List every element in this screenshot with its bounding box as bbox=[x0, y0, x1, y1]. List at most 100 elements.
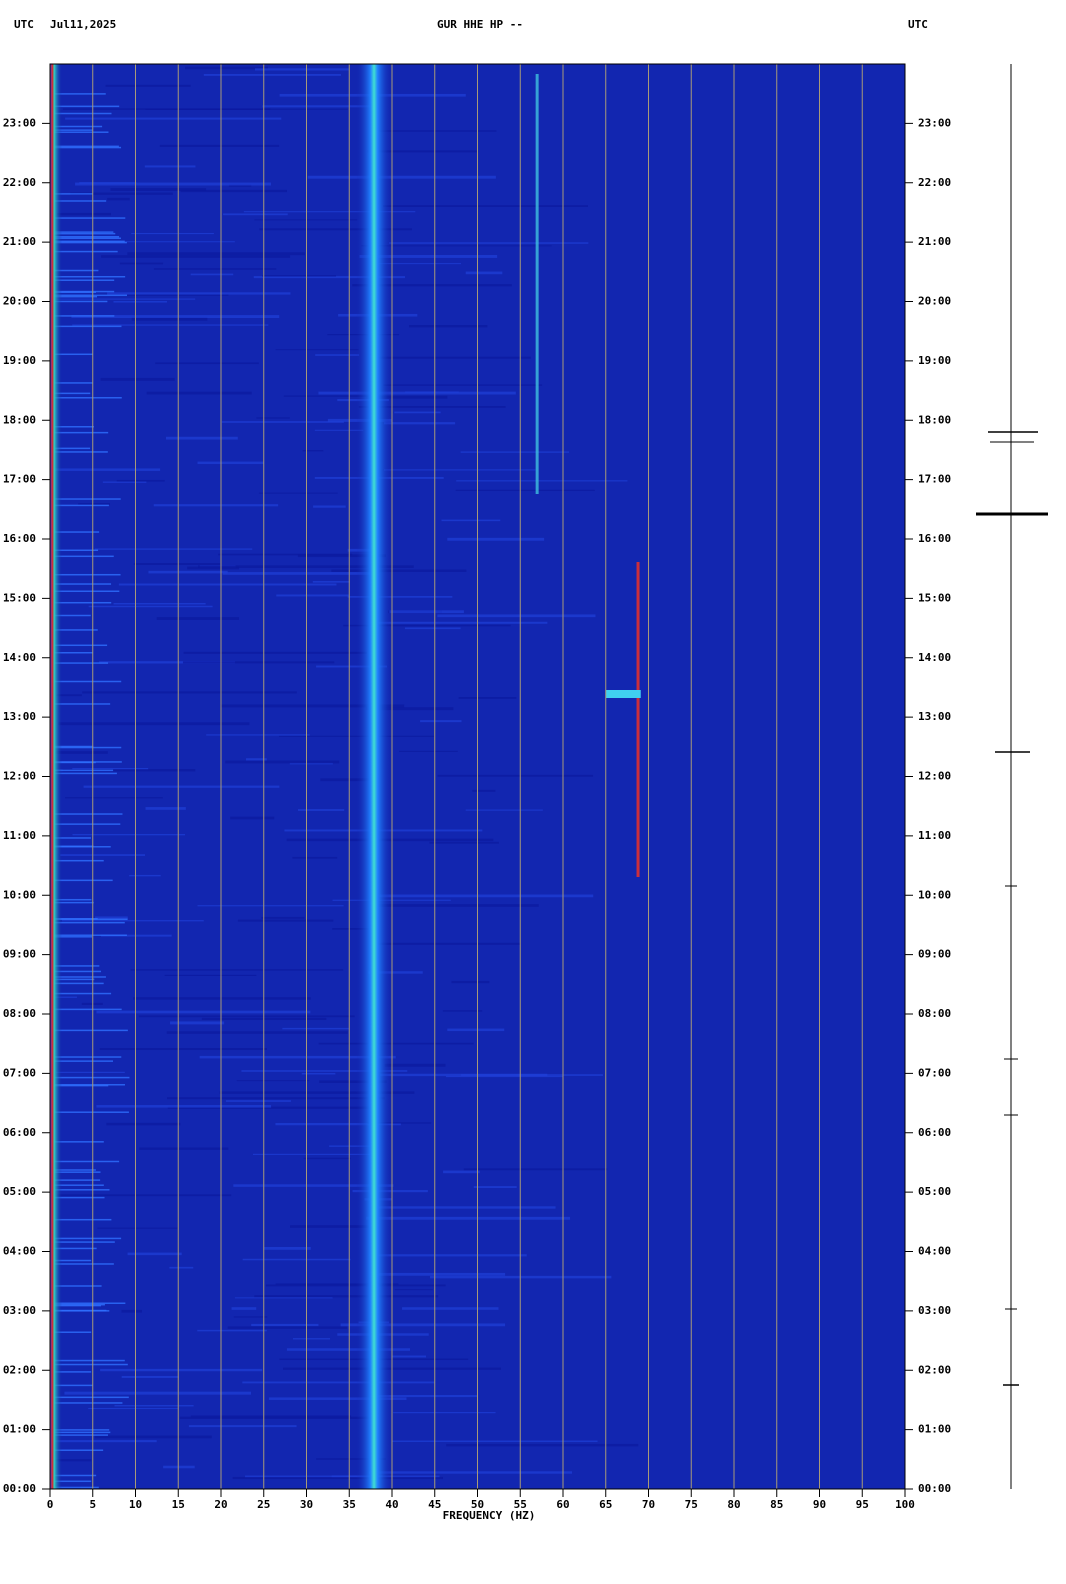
texture bbox=[50, 1141, 104, 1143]
texture bbox=[275, 1123, 401, 1126]
texture bbox=[50, 531, 100, 533]
texture bbox=[50, 1431, 111, 1434]
texture bbox=[252, 1153, 376, 1155]
texture bbox=[377, 904, 539, 907]
texture bbox=[429, 841, 499, 844]
texture bbox=[190, 273, 234, 276]
texture bbox=[392, 1355, 427, 1358]
texture bbox=[113, 602, 206, 605]
y-tick-label-left: 09:00 bbox=[3, 948, 36, 961]
texture bbox=[50, 298, 196, 300]
texture bbox=[437, 774, 594, 777]
texture bbox=[95, 916, 128, 920]
texture bbox=[105, 84, 191, 87]
texture bbox=[138, 1015, 355, 1018]
texture bbox=[50, 1196, 105, 1199]
texture bbox=[262, 105, 372, 108]
texture bbox=[50, 250, 118, 253]
texture bbox=[183, 651, 367, 654]
texture bbox=[188, 1425, 297, 1428]
texture bbox=[75, 182, 271, 186]
y-tick-label-left: 04:00 bbox=[3, 1245, 36, 1258]
texture bbox=[50, 193, 93, 195]
texture bbox=[384, 1063, 446, 1067]
timezone-left: UTC bbox=[14, 18, 34, 31]
texture bbox=[50, 1363, 128, 1366]
texture bbox=[50, 468, 161, 471]
texture bbox=[50, 217, 126, 219]
y-tick-label-left: 08:00 bbox=[3, 1007, 36, 1020]
texture bbox=[50, 1384, 93, 1387]
texture bbox=[114, 1405, 194, 1407]
texture bbox=[50, 290, 115, 293]
texture bbox=[367, 150, 479, 153]
texture bbox=[50, 1247, 97, 1250]
texture bbox=[167, 1106, 374, 1109]
texture bbox=[50, 237, 121, 240]
y-tick-label-left: 06:00 bbox=[3, 1126, 36, 1139]
y-tick-label-left: 02:00 bbox=[3, 1363, 36, 1376]
texture bbox=[50, 651, 93, 654]
texture bbox=[50, 936, 93, 938]
texture bbox=[258, 492, 338, 494]
texture bbox=[366, 1216, 571, 1220]
texture bbox=[222, 572, 375, 575]
y-tick-label-left: 22:00 bbox=[3, 176, 36, 189]
date: Jul11,2025 bbox=[50, 18, 116, 31]
texture bbox=[70, 192, 173, 195]
texture bbox=[275, 349, 359, 351]
texture bbox=[50, 680, 122, 683]
texture bbox=[343, 624, 511, 627]
texture bbox=[197, 905, 344, 907]
texture bbox=[50, 555, 114, 558]
texture bbox=[50, 1084, 125, 1086]
texture bbox=[50, 644, 108, 647]
texture bbox=[164, 974, 257, 976]
y-tick-label-left: 11:00 bbox=[3, 829, 36, 842]
texture bbox=[132, 997, 311, 1000]
texture bbox=[437, 614, 596, 618]
texture bbox=[166, 1031, 348, 1034]
texture bbox=[292, 1338, 331, 1340]
texture bbox=[389, 242, 589, 244]
texture bbox=[50, 112, 112, 115]
x-tick-label: 75 bbox=[685, 1498, 698, 1511]
texture bbox=[243, 211, 416, 213]
low-frequency-band bbox=[50, 64, 62, 1489]
texture bbox=[50, 235, 120, 238]
texture bbox=[369, 942, 521, 945]
texture bbox=[50, 392, 91, 395]
y-tick-label-left: 18:00 bbox=[3, 413, 36, 426]
texture bbox=[389, 610, 464, 614]
texture bbox=[50, 279, 115, 281]
texture bbox=[50, 583, 112, 585]
texture bbox=[179, 1416, 377, 1420]
texture bbox=[148, 570, 228, 574]
texture bbox=[347, 596, 453, 598]
texture bbox=[331, 569, 467, 573]
band-38hz bbox=[356, 64, 392, 1489]
texture bbox=[65, 797, 163, 799]
texture bbox=[233, 1184, 394, 1187]
texture bbox=[329, 1145, 377, 1147]
texture bbox=[50, 146, 122, 149]
texture bbox=[170, 1021, 225, 1025]
texture bbox=[50, 1218, 112, 1221]
texture bbox=[383, 205, 588, 207]
texture bbox=[153, 504, 279, 507]
texture bbox=[55, 1071, 125, 1074]
texture bbox=[106, 1122, 181, 1126]
texture bbox=[370, 621, 548, 624]
texture bbox=[145, 807, 186, 810]
texture bbox=[146, 391, 252, 395]
texture bbox=[163, 1465, 195, 1469]
texture bbox=[253, 276, 405, 279]
texture bbox=[50, 934, 127, 936]
texture bbox=[399, 750, 458, 752]
x-tick-label: 10 bbox=[129, 1498, 142, 1511]
texture bbox=[107, 197, 130, 201]
x-tick-label: 80 bbox=[727, 1498, 740, 1511]
texture bbox=[131, 317, 208, 321]
texture bbox=[169, 1266, 194, 1269]
texture bbox=[472, 789, 496, 792]
